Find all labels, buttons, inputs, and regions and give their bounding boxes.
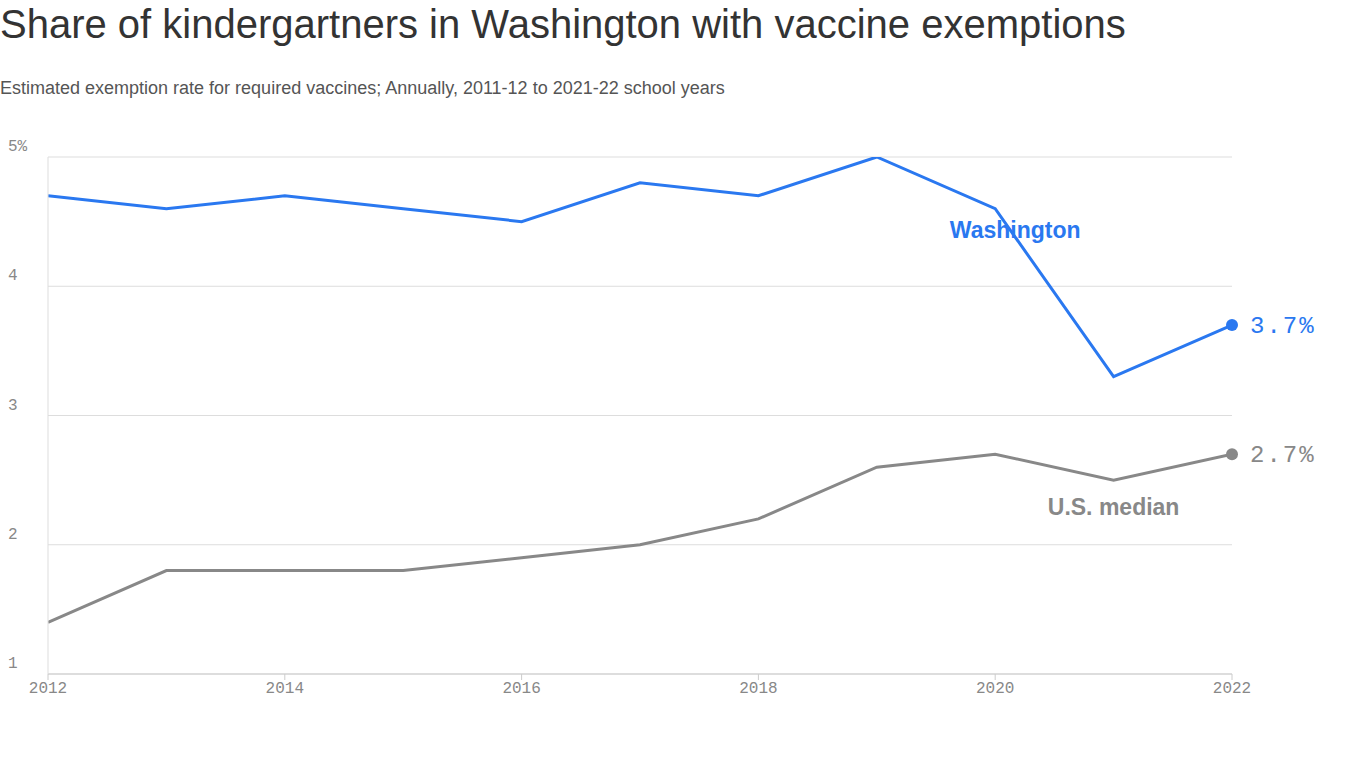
svg-text:2012: 2012 xyxy=(29,680,67,698)
svg-text:2016: 2016 xyxy=(502,680,540,698)
svg-text:2.7%: 2.7% xyxy=(1250,442,1316,469)
svg-text:2: 2 xyxy=(8,526,18,544)
svg-text:4: 4 xyxy=(8,267,18,285)
svg-text:2022: 2022 xyxy=(1213,680,1251,698)
svg-text:1: 1 xyxy=(8,655,18,673)
svg-text:3: 3 xyxy=(8,397,18,415)
svg-text:2014: 2014 xyxy=(266,680,304,698)
svg-text:2018: 2018 xyxy=(739,680,777,698)
svg-text:2020: 2020 xyxy=(976,680,1014,698)
svg-text:3.7%: 3.7% xyxy=(1250,313,1316,340)
html-text:Estimated exemption rate for r: Estimated exemption rate for required va… xyxy=(0,78,725,98)
svg-text:U.S. median: U.S. median xyxy=(1048,494,1180,520)
svg-text:Washington: Washington xyxy=(950,217,1081,243)
svg-text:5%: 5% xyxy=(8,138,28,156)
html-text:Share of kindergartners in Was: Share of kindergartners in Washington wi… xyxy=(0,2,1126,46)
